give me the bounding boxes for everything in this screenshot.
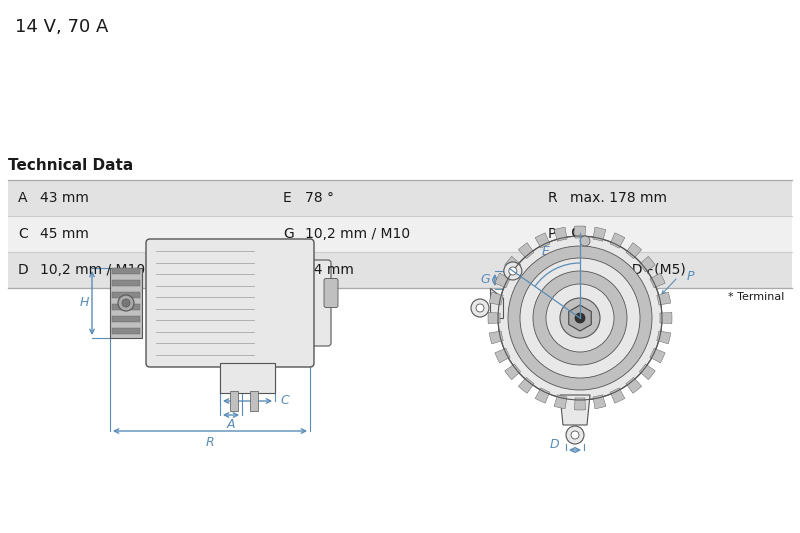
Wedge shape: [639, 256, 655, 272]
Text: max. 178 mm: max. 178 mm: [570, 191, 667, 205]
Text: D: D: [18, 263, 29, 277]
FancyBboxPatch shape: [324, 279, 338, 308]
FancyBboxPatch shape: [146, 239, 314, 367]
Text: P: P: [548, 227, 556, 241]
Text: A: A: [18, 191, 27, 205]
Circle shape: [504, 262, 522, 280]
Wedge shape: [639, 364, 655, 379]
Wedge shape: [610, 388, 625, 403]
Bar: [220, 363, 275, 393]
Bar: [8, 252, 792, 288]
Wedge shape: [660, 312, 672, 324]
Wedge shape: [495, 273, 510, 288]
Wedge shape: [657, 292, 670, 305]
Text: T*: T*: [548, 263, 563, 277]
Text: 10,2 mm / M10: 10,2 mm / M10: [40, 263, 145, 277]
Wedge shape: [650, 348, 665, 363]
Text: G: G: [480, 273, 490, 286]
Bar: [110, 268, 142, 338]
Circle shape: [546, 284, 614, 352]
Wedge shape: [554, 227, 567, 241]
Text: A: A: [226, 418, 235, 432]
Wedge shape: [554, 395, 567, 409]
Wedge shape: [610, 233, 625, 248]
Text: 10,2 mm / M10: 10,2 mm / M10: [305, 227, 410, 241]
Circle shape: [575, 313, 585, 323]
FancyBboxPatch shape: [303, 260, 331, 346]
Text: 45 mm: 45 mm: [40, 227, 89, 241]
Text: B+(M8), D+(M5): B+(M8), D+(M5): [570, 263, 686, 277]
Text: * Terminal: * Terminal: [728, 292, 784, 302]
Text: H: H: [283, 263, 294, 277]
Wedge shape: [593, 227, 606, 241]
Text: R: R: [548, 191, 558, 205]
Wedge shape: [490, 292, 503, 305]
Bar: [112, 304, 140, 310]
Wedge shape: [535, 388, 550, 403]
Wedge shape: [505, 256, 521, 272]
Bar: [230, 391, 238, 411]
Wedge shape: [490, 331, 503, 344]
Wedge shape: [626, 377, 642, 393]
Wedge shape: [535, 233, 550, 248]
Text: 54 mm: 54 mm: [305, 263, 354, 277]
Wedge shape: [657, 331, 670, 344]
Wedge shape: [518, 377, 534, 393]
Wedge shape: [650, 273, 665, 288]
Bar: [8, 180, 792, 216]
Wedge shape: [505, 364, 521, 379]
Text: E: E: [283, 191, 292, 205]
Polygon shape: [490, 288, 503, 318]
Text: R: R: [206, 437, 214, 449]
Text: D: D: [549, 439, 559, 451]
Circle shape: [498, 236, 662, 400]
Circle shape: [520, 258, 640, 378]
Circle shape: [580, 236, 590, 246]
Circle shape: [118, 295, 134, 311]
Circle shape: [471, 299, 489, 317]
Wedge shape: [574, 226, 586, 238]
Bar: [112, 316, 140, 322]
Circle shape: [571, 431, 579, 439]
Circle shape: [566, 426, 584, 444]
Circle shape: [509, 267, 517, 275]
Text: 43 mm: 43 mm: [40, 191, 89, 205]
Bar: [112, 292, 140, 298]
Wedge shape: [495, 348, 510, 363]
Text: C: C: [18, 227, 28, 241]
Text: G: G: [283, 227, 294, 241]
Circle shape: [476, 304, 484, 312]
Wedge shape: [518, 243, 534, 259]
Wedge shape: [593, 395, 606, 409]
Wedge shape: [488, 312, 500, 324]
Text: H: H: [79, 296, 89, 310]
Text: ↺: ↺: [570, 224, 586, 244]
Bar: [112, 280, 140, 286]
Wedge shape: [574, 398, 586, 410]
Text: E: E: [542, 245, 550, 258]
Circle shape: [122, 299, 130, 307]
Circle shape: [560, 298, 600, 338]
Bar: [112, 268, 140, 274]
Circle shape: [508, 246, 652, 390]
Circle shape: [533, 271, 627, 365]
Polygon shape: [560, 395, 590, 425]
Text: Technical Data: Technical Data: [8, 158, 134, 173]
Bar: [112, 328, 140, 334]
Wedge shape: [626, 243, 642, 259]
Bar: [250, 391, 258, 411]
Text: P: P: [686, 271, 694, 284]
Text: C: C: [281, 394, 290, 408]
Polygon shape: [569, 305, 591, 331]
Text: 78 °: 78 °: [305, 191, 334, 205]
Text: 14 V, 70 A: 14 V, 70 A: [15, 18, 108, 36]
Bar: [8, 216, 792, 252]
